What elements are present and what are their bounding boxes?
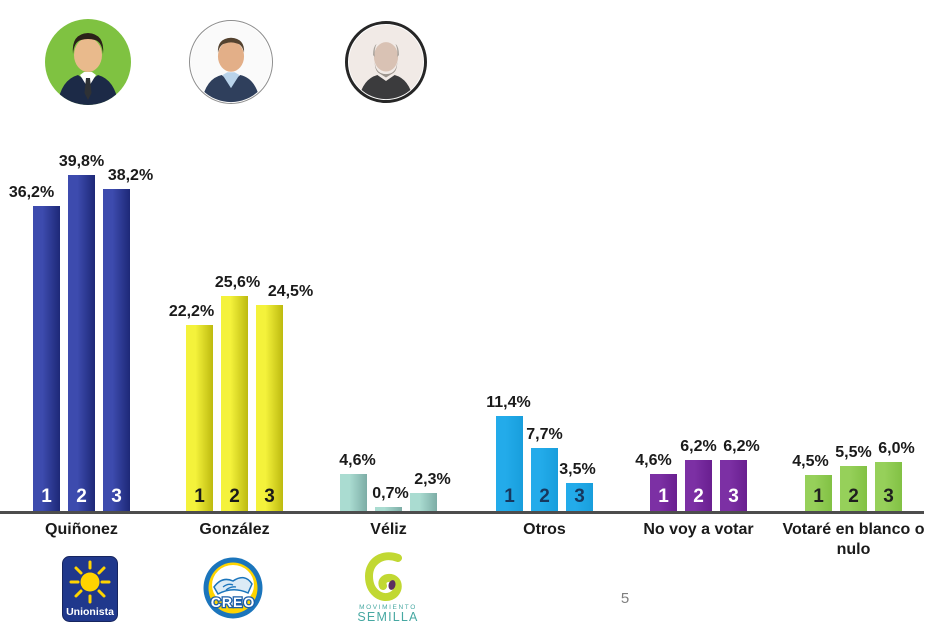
wave-number-label: 1 bbox=[504, 486, 515, 507]
value-label: 24,5% bbox=[267, 283, 314, 300]
person-portrait-icon bbox=[348, 24, 424, 100]
svg-text:CREO: CREO bbox=[211, 594, 255, 610]
candidate-photo-quinonez bbox=[44, 18, 132, 106]
semilla-logo: MOVIMIENTO SEMILLA bbox=[352, 551, 422, 624]
bar-veliz-wave2 bbox=[375, 507, 402, 513]
value-label: 7,7% bbox=[526, 426, 563, 443]
wave-number-label: 3 bbox=[111, 486, 122, 507]
value-label: 38,2% bbox=[107, 167, 154, 184]
wave-number-label: 2 bbox=[76, 486, 87, 507]
bar-votare-en-blanco-o-nulo-wave1 bbox=[805, 475, 832, 513]
bar-gonzalez-wave1 bbox=[186, 325, 213, 513]
wave-number-label: 2 bbox=[693, 486, 704, 507]
value-label: 6,0% bbox=[878, 440, 915, 457]
bar-gonzalez-wave2 bbox=[221, 296, 248, 513]
value-label: 36,2% bbox=[8, 184, 55, 201]
candidate-photo-gonzalez bbox=[189, 20, 273, 104]
category-label-veliz: Véliz bbox=[370, 521, 407, 538]
bar-quinonez-wave2 bbox=[68, 175, 95, 513]
value-label: 11,4% bbox=[486, 394, 531, 411]
bar-no-voy-a-votar-wave2 bbox=[685, 460, 712, 513]
bar-no-voy-a-votar-wave3 bbox=[720, 460, 747, 513]
wave-number-label: 2 bbox=[539, 486, 550, 507]
wave-number-label: 1 bbox=[41, 486, 52, 507]
value-label: 39,8% bbox=[58, 153, 105, 170]
category-label-no-voy-a-votar: No voy a votar bbox=[643, 521, 754, 538]
unionista-sun-icon: Unionista bbox=[62, 556, 118, 622]
bar-no-voy-a-votar-wave1 bbox=[650, 474, 677, 513]
value-label: 2,3% bbox=[414, 471, 451, 488]
unionista-logo: Unionista bbox=[62, 556, 118, 622]
page-number: 5 bbox=[620, 590, 630, 607]
svg-text:SEMILLA: SEMILLA bbox=[357, 610, 418, 623]
wave-number-label: 3 bbox=[574, 486, 585, 507]
value-label: 4,6% bbox=[635, 452, 672, 469]
wave-number-label: 3 bbox=[728, 486, 739, 507]
bar-otros-wave3 bbox=[566, 483, 593, 513]
creo-logo: CREO bbox=[203, 557, 263, 619]
wave-number-label: 3 bbox=[883, 486, 894, 507]
bar-quinonez-wave1 bbox=[33, 206, 60, 513]
wave-number-label: 1 bbox=[658, 486, 669, 507]
bar-veliz-wave1 bbox=[340, 474, 367, 513]
creo-handshake-icon: CREO bbox=[203, 557, 263, 619]
value-label: 6,2% bbox=[680, 438, 717, 455]
x-axis-line bbox=[0, 511, 924, 514]
candidate-photo-veliz bbox=[345, 21, 427, 103]
person-portrait-icon bbox=[190, 21, 272, 103]
wave-number-label: 1 bbox=[194, 486, 205, 507]
value-label: 25,6% bbox=[214, 274, 261, 291]
semilla-seed-icon: MOVIMIENTO SEMILLA bbox=[357, 552, 418, 624]
value-label: 4,6% bbox=[339, 452, 376, 469]
person-portrait-icon bbox=[45, 19, 131, 105]
category-label-gonzalez: González bbox=[199, 521, 270, 538]
wave-number-label: 2 bbox=[229, 486, 240, 507]
bar-quinonez-wave3 bbox=[103, 189, 130, 513]
bar-otros-wave1 bbox=[496, 416, 523, 513]
wave-number-label: 2 bbox=[848, 486, 859, 507]
bar-veliz-wave3 bbox=[410, 493, 437, 513]
bar-votare-en-blanco-o-nulo-wave2 bbox=[840, 466, 867, 513]
category-label-votare-en-blanco-o-nulo: Votaré en blanco o nulo bbox=[782, 521, 925, 558]
bar-gonzalez-wave3 bbox=[256, 305, 283, 513]
svg-text:Unionista: Unionista bbox=[66, 606, 114, 618]
bar-votare-en-blanco-o-nulo-wave3 bbox=[875, 462, 902, 513]
value-label: 5,5% bbox=[835, 444, 872, 461]
category-label-otros: Otros bbox=[523, 521, 566, 538]
bar-otros-wave2 bbox=[531, 448, 558, 513]
wave-number-label: 1 bbox=[813, 486, 824, 507]
category-label-quinonez: Quiñonez bbox=[45, 521, 118, 538]
value-label: 4,5% bbox=[792, 453, 829, 470]
value-label: 0,7% bbox=[372, 485, 409, 502]
value-label: 6,2% bbox=[723, 438, 760, 455]
wave-number-label: 3 bbox=[264, 486, 275, 507]
svg-text:MOVIMIENTO: MOVIMIENTO bbox=[359, 604, 417, 611]
value-label: 3,5% bbox=[559, 461, 596, 478]
value-label: 22,2% bbox=[168, 303, 215, 320]
